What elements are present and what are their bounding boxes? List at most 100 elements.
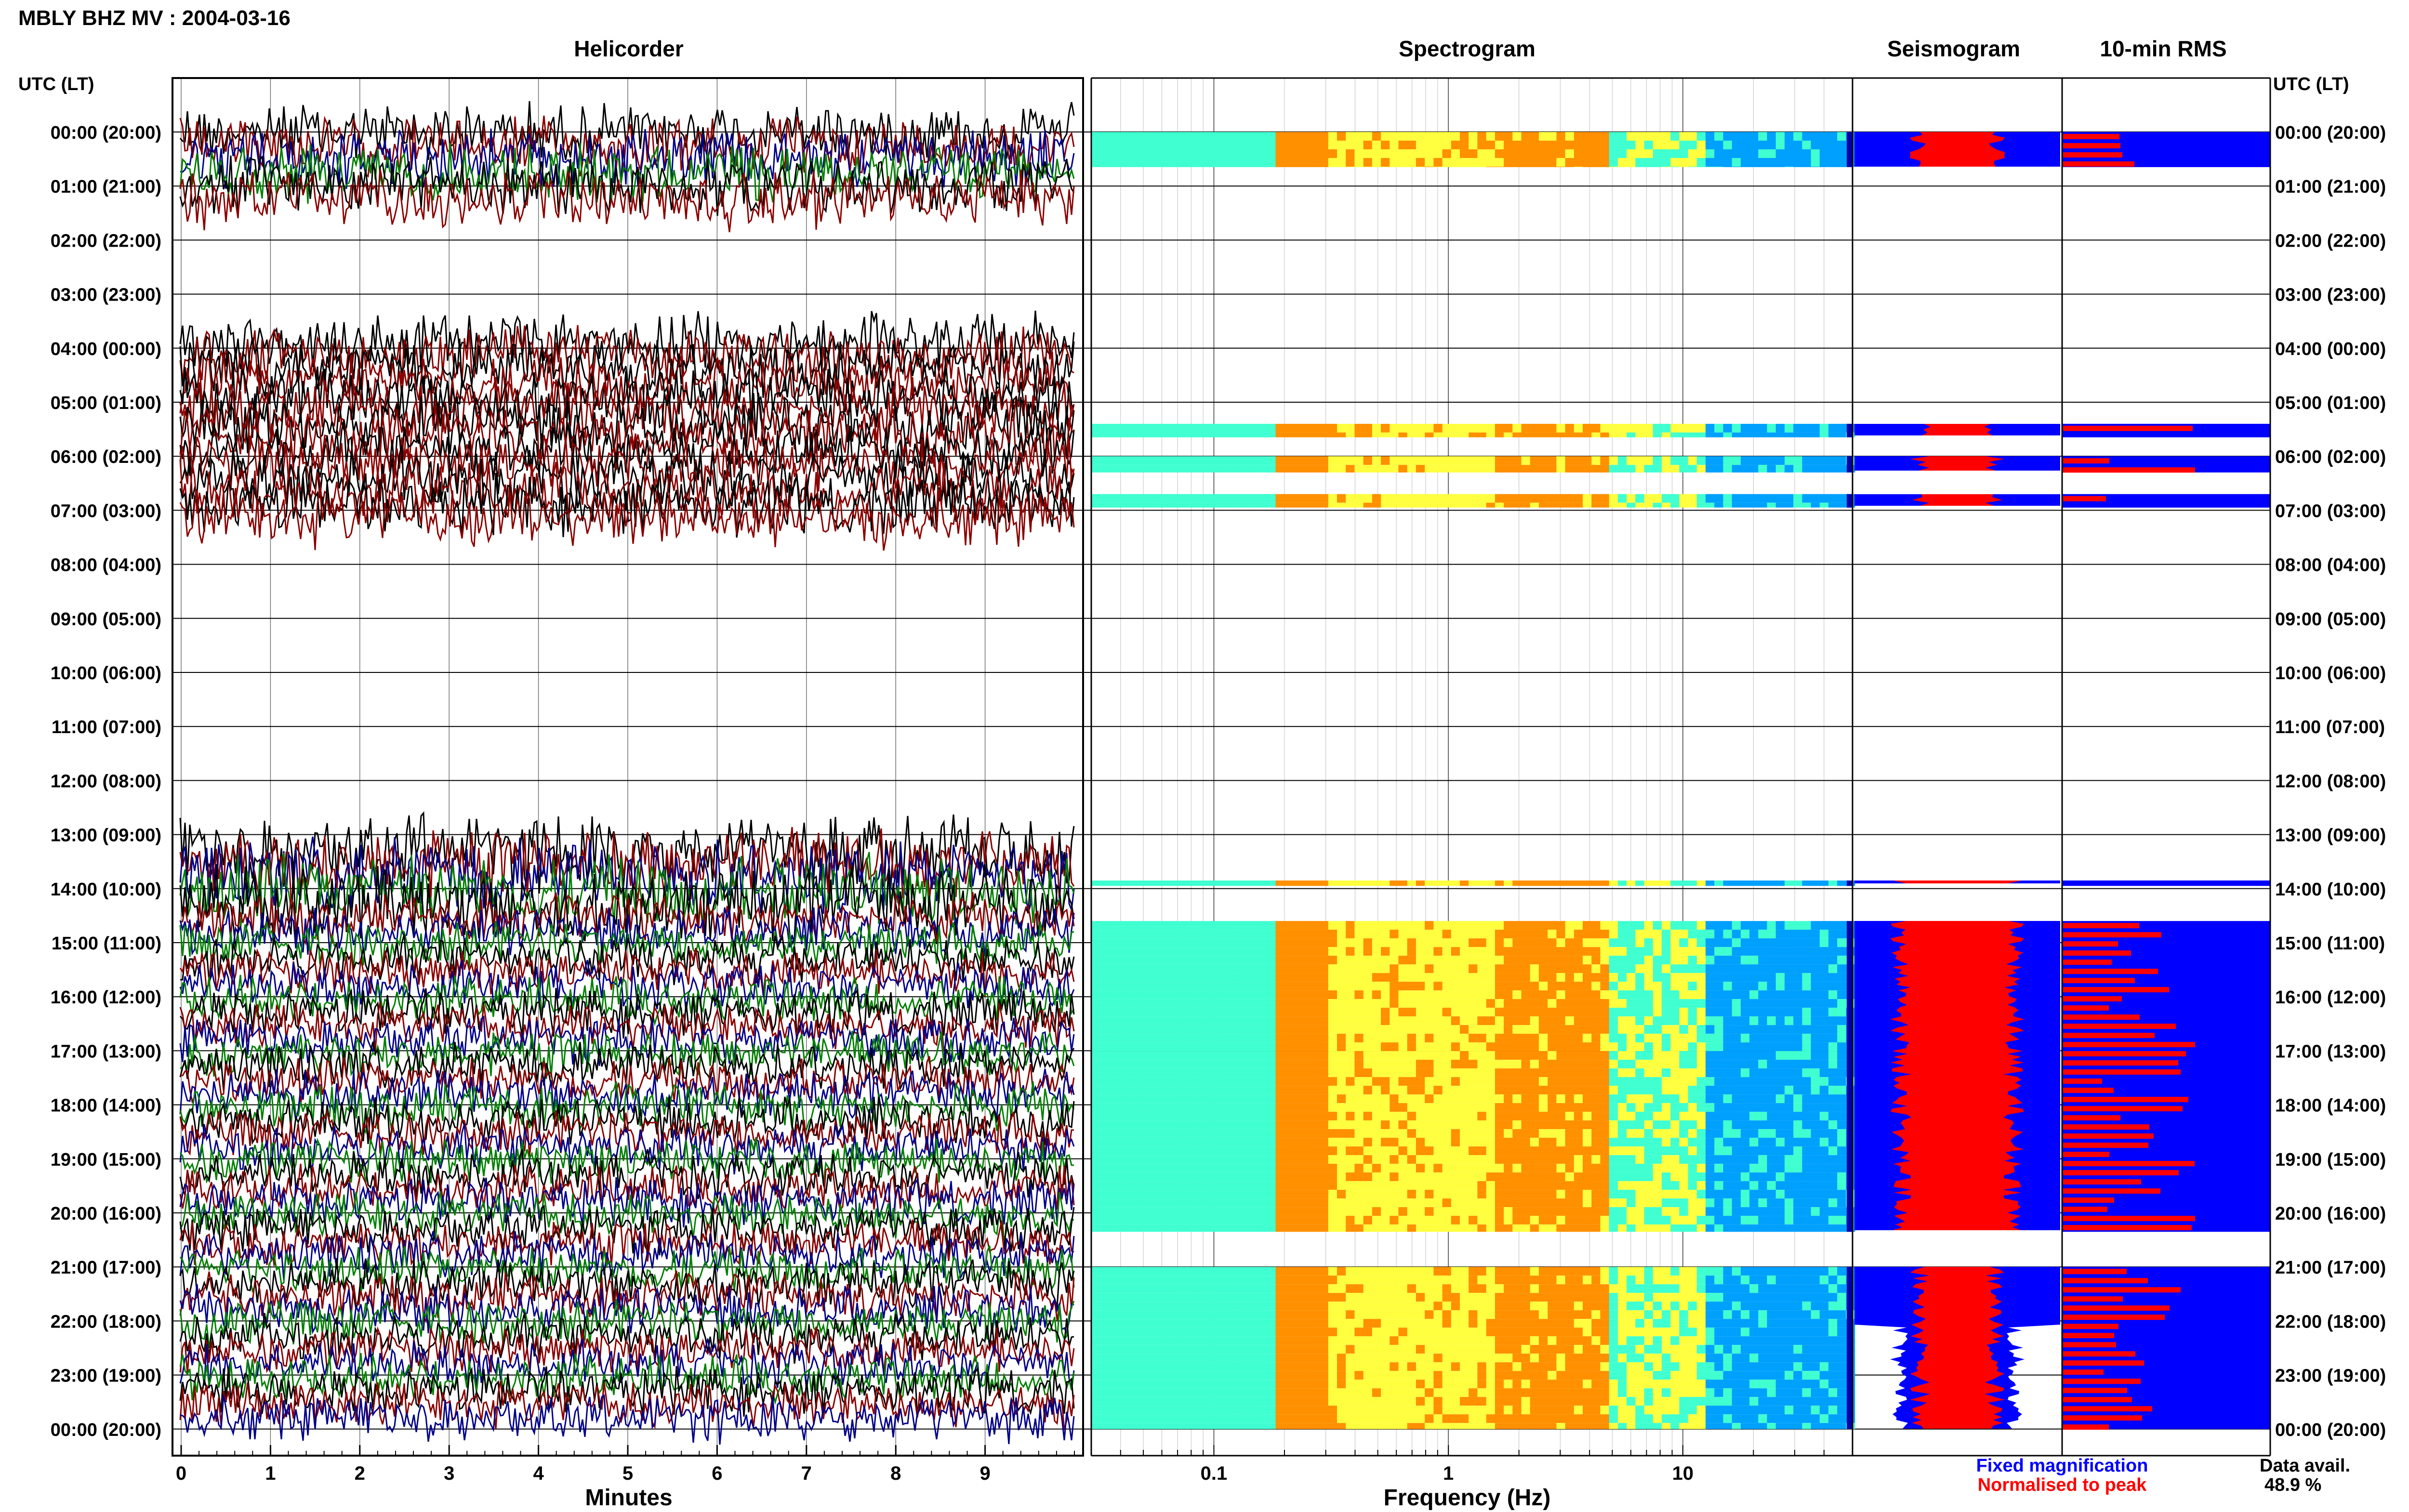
spectrogram-cell [1565, 938, 1575, 947]
spectrogram-cell [1802, 938, 1812, 947]
spectrogram-cell [1785, 1198, 1794, 1208]
spectrogram-cell [1223, 1034, 1232, 1043]
spectrogram-cell [1117, 1112, 1127, 1121]
spectrogram-cell [1574, 982, 1583, 991]
spectrogram-cell [1249, 1198, 1258, 1208]
helicorder-trace [179, 1205, 1075, 1256]
spectrogram-cell [1144, 964, 1153, 973]
spectrogram-cell [1653, 1120, 1662, 1130]
spectrogram-cell [1381, 921, 1390, 930]
spectrogram-cell [1696, 1146, 1706, 1156]
spectrogram-cell [1398, 1025, 1408, 1034]
spectrogram-cell [1152, 1094, 1162, 1104]
spectrogram-cell [1740, 973, 1750, 982]
spectrogram-cell [1758, 132, 1768, 141]
spectrogram-cell [1319, 1181, 1329, 1190]
spectrogram-cell [1284, 1034, 1294, 1043]
spectrogram-cell [1732, 1008, 1741, 1017]
spectrogram-cell [1460, 1120, 1469, 1130]
spectrogram-cell [1144, 1275, 1153, 1285]
helicorder-xtick-label: 6 [712, 1463, 722, 1484]
spectrogram-cell [1354, 1077, 1364, 1086]
helicorder-xtick-label: 8 [890, 1463, 901, 1484]
spectrogram-cell [1662, 1207, 1671, 1216]
spectrogram-cell [1275, 1267, 1285, 1276]
spectrogram-cell [1591, 1129, 1601, 1138]
spectrogram-cell [1688, 1068, 1697, 1078]
spectrogram-cell [1617, 1060, 1627, 1069]
spectrogram-cell [1293, 1275, 1302, 1285]
spectrogram-cell [1267, 1216, 1276, 1225]
spectrogram-cell [1109, 1146, 1118, 1156]
spectrogram-cell [1696, 132, 1706, 141]
spectrogram-cell [1819, 999, 1829, 1008]
spectrogram-cell [1170, 881, 1179, 886]
spectrogram-cell [1696, 1302, 1706, 1311]
spectrogram-cell [1477, 1060, 1487, 1069]
spectrogram-cell [1302, 1025, 1311, 1034]
spectrogram-cell [1205, 1103, 1215, 1112]
spectrogram-cell [1512, 141, 1522, 149]
spectrogram-cell [1091, 990, 1100, 999]
spectrogram-cell [1381, 964, 1390, 973]
spectrogram-cell [1723, 1094, 1733, 1104]
spectrogram-cell [1538, 956, 1548, 965]
spectrogram-cell [1688, 1008, 1697, 1017]
spectrogram-cell [1469, 1051, 1478, 1060]
spectrogram-cell [1319, 423, 1329, 433]
spectrogram-cell [1644, 1181, 1654, 1190]
spectrogram-cell [1679, 990, 1689, 999]
spectrogram-cell [1758, 1155, 1768, 1164]
spectrogram-cell [1258, 432, 1267, 437]
spectrogram-cell [1170, 1008, 1179, 1017]
spectrogram-cell [1109, 465, 1118, 473]
spectrogram-cell [1469, 432, 1478, 437]
spectrogram-cell [1819, 921, 1829, 930]
spectrogram-cell [1267, 938, 1276, 947]
spectrogram-cell [1372, 1284, 1381, 1293]
spectrogram-cell [1337, 1146, 1346, 1156]
spectrogram-cell [1635, 1129, 1645, 1138]
spectrogram-cell [1258, 1034, 1267, 1043]
spectrogram-cell [1337, 1042, 1346, 1052]
spectrogram-cell [1740, 1207, 1750, 1216]
spectrogram-cell [1240, 982, 1250, 991]
spectrogram-cell [1504, 1094, 1513, 1104]
spectrogram-cell [1109, 141, 1118, 149]
spectrogram-cell [1390, 1172, 1399, 1182]
spectrogram-cell [1302, 1112, 1311, 1121]
spectrogram-cell [1538, 1008, 1548, 1017]
spectrogram-cell [1706, 1120, 1715, 1130]
spectrogram-cell [1662, 990, 1671, 999]
spectrogram-cell [1275, 1181, 1285, 1190]
spectrogram-cell [1144, 999, 1153, 1008]
spectrogram-cell [1723, 1034, 1733, 1043]
spectrogram-cell [1837, 1275, 1846, 1285]
spectrogram-cell [1538, 1094, 1548, 1104]
spectrogram-cell [1785, 1008, 1794, 1017]
spectrogram-cell [1372, 1016, 1381, 1026]
spectrogram-cell [1416, 494, 1425, 503]
spectrogram-cell [1758, 1164, 1768, 1173]
spectrogram-cell [1328, 990, 1337, 999]
spectrogram-cell [1679, 1302, 1689, 1311]
spectrogram-cell [1802, 1077, 1812, 1086]
spectrogram-cell [1609, 1112, 1618, 1121]
spectrogram-cell [1469, 1103, 1478, 1112]
spectrogram-cell [1231, 1051, 1241, 1060]
spectrogram-cell [1416, 1034, 1425, 1043]
spectrogram-cell [1477, 1086, 1487, 1095]
spectrogram-cell [1696, 982, 1706, 991]
spectrogram-cell [1696, 1103, 1706, 1112]
spectrogram-cell [1117, 1129, 1127, 1138]
spectrogram-cell [1793, 132, 1802, 141]
spectrogram-cell [1530, 423, 1539, 433]
spectrogram-cell [1425, 1293, 1434, 1302]
spectrogram-cell [1486, 956, 1496, 965]
spectrogram-cell [1714, 956, 1723, 965]
spectrogram-cell [1135, 1025, 1144, 1034]
spectrogram-cell [1390, 494, 1399, 503]
spectrogram-cell [1627, 432, 1636, 437]
spectrogram-cell [1249, 1284, 1258, 1293]
spectrogram-cell [1732, 1103, 1741, 1112]
